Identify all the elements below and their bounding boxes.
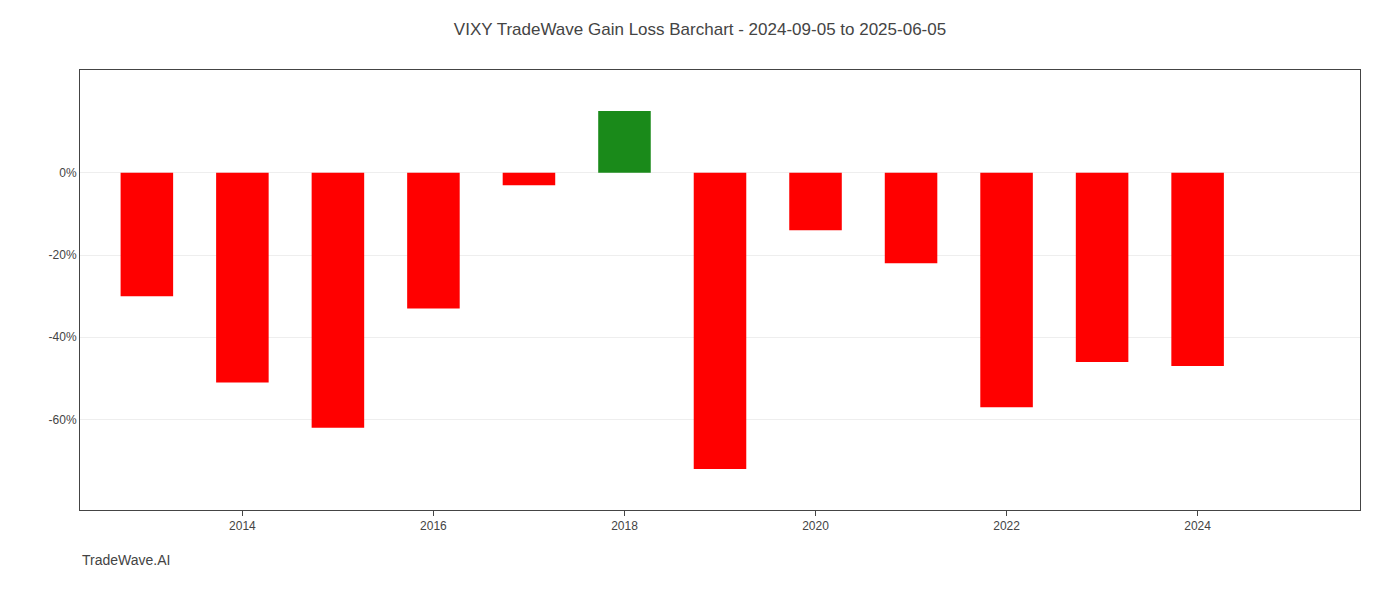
svg-text:2016: 2016 xyxy=(420,519,447,533)
svg-text:2020: 2020 xyxy=(802,519,829,533)
svg-text:2022: 2022 xyxy=(993,519,1020,533)
svg-text:2014: 2014 xyxy=(229,519,256,533)
svg-text:-40%: -40% xyxy=(49,330,77,344)
svg-text:2018: 2018 xyxy=(611,519,638,533)
svg-text:VIXY TradeWave Gain Loss Barch: VIXY TradeWave Gain Loss Barchart - 2024… xyxy=(454,20,946,39)
svg-text:-20%: -20% xyxy=(49,248,77,262)
svg-text:0%: 0% xyxy=(59,166,77,180)
svg-text:-60%: -60% xyxy=(49,413,77,427)
svg-text:TradeWave.AI: TradeWave.AI xyxy=(82,552,170,568)
svg-text:2024: 2024 xyxy=(1184,519,1211,533)
